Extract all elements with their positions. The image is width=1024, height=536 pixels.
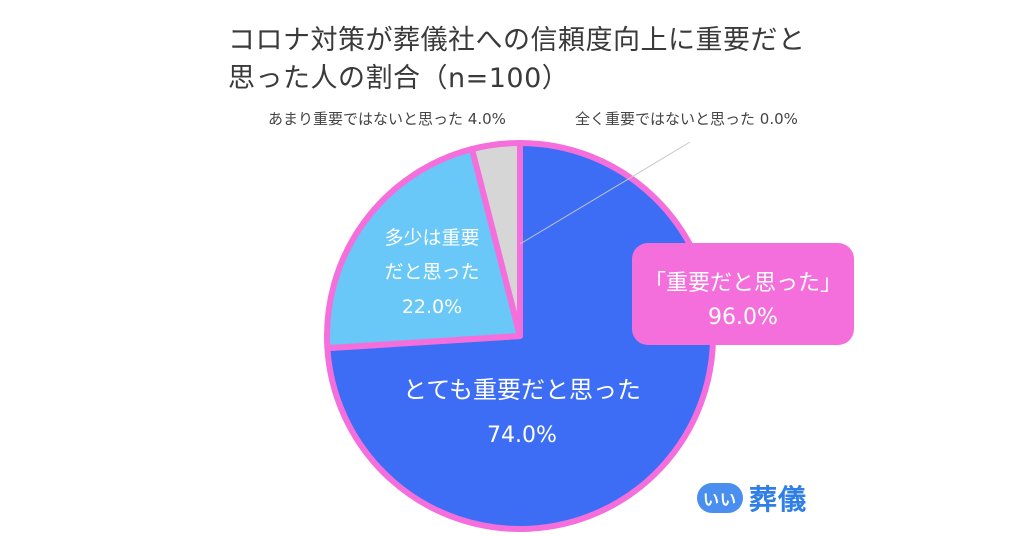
slice-label-s0-line1: とても重要だと思った: [403, 376, 641, 404]
pie-slices: [324, 140, 716, 532]
slice-label-s1-line1: 多少は重要: [384, 227, 479, 249]
callout-background: [632, 243, 854, 345]
callout-line-2: 96.0%: [708, 305, 778, 330]
slice-label-s1-value: 22.0%: [402, 296, 462, 318]
outside-label-s3: 全く重要ではないと思った 0.0%: [575, 110, 798, 128]
logo-text: 葬儀: [749, 483, 808, 516]
slice-label-s1-line2: だと思った: [384, 261, 479, 283]
brand-logo: いい 葬儀: [697, 478, 807, 518]
chart-title: コロナ対策が葬儀社への信頼度向上に重要だと 思った人の割合（n=100）: [228, 22, 828, 98]
logo-badge: いい: [697, 483, 743, 513]
leader-line-s3: [519, 141, 691, 245]
callout-box: 「重要だと思った」 96.0%: [632, 243, 854, 345]
slice-label-s0-value: 74.0%: [487, 423, 557, 448]
callout-line-1: 「重要だと思った」: [644, 271, 842, 296]
chart-title-line-2: 思った人の割合（n=100）: [228, 63, 570, 94]
outside-label-s2: あまり重要ではないと思った 4.0%: [268, 110, 506, 128]
pie-slice-1: [324, 146, 523, 352]
chart-title-line-1: コロナ対策が葬儀社への信頼度向上に重要だと: [228, 25, 806, 56]
pie-slice-2: [469, 140, 523, 339]
